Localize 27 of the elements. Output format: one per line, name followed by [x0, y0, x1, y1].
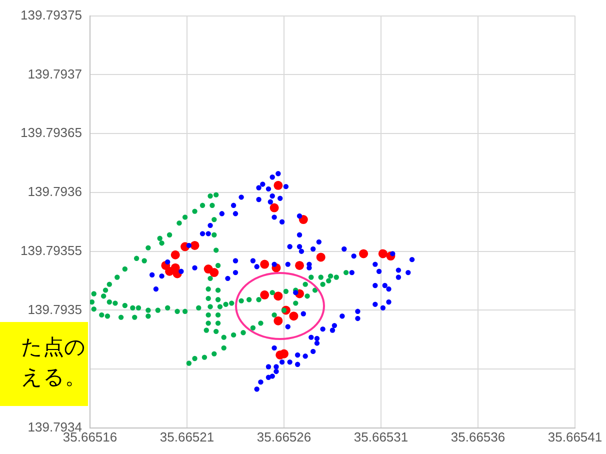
x-tick-label: 35.66536 — [450, 429, 506, 444]
point — [289, 312, 298, 321]
y-tick-label: 139.7935 — [28, 302, 82, 317]
point — [316, 252, 326, 262]
point — [274, 316, 283, 326]
point — [295, 260, 304, 270]
text: える。 — [20, 364, 86, 391]
point — [260, 260, 270, 269]
point — [359, 249, 368, 258]
point — [270, 203, 279, 212]
point — [170, 250, 180, 260]
y-tick-label: 139.79355 — [20, 242, 82, 258]
y-tick-label: 139.79365 — [20, 125, 82, 140]
point — [274, 292, 283, 301]
point — [378, 249, 388, 258]
x-tick-label: 35.66531 — [354, 429, 408, 444]
y-tick-label: 139.79375 — [20, 7, 82, 22]
x-tick-label: 35.66521 — [160, 429, 214, 444]
text: た点の — [20, 334, 86, 361]
x-tick-label: 35.66541 — [548, 429, 602, 444]
point — [260, 290, 270, 300]
y-tick-label: 139.7937 — [28, 66, 82, 82]
point — [274, 180, 283, 190]
x-tick-label: 35.66526 — [256, 429, 312, 444]
y-tick-label: 139.7936 — [28, 184, 82, 200]
point — [210, 268, 219, 278]
point — [190, 240, 200, 250]
